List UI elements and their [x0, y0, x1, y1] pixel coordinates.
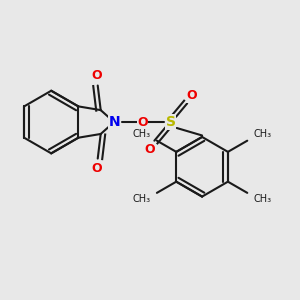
- Text: CH₃: CH₃: [132, 129, 150, 139]
- Text: CH₃: CH₃: [132, 194, 150, 204]
- Text: CH₃: CH₃: [254, 194, 272, 204]
- Text: CH₃: CH₃: [254, 129, 272, 139]
- Text: O: O: [92, 162, 102, 175]
- Text: O: O: [137, 116, 148, 128]
- Text: O: O: [186, 89, 197, 103]
- Text: O: O: [145, 143, 155, 156]
- Text: S: S: [166, 115, 176, 129]
- Text: O: O: [92, 69, 102, 82]
- Text: N: N: [108, 115, 120, 129]
